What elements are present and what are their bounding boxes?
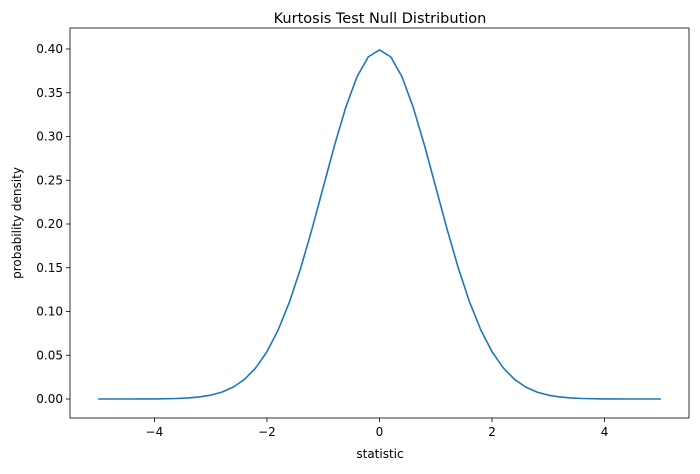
y-tick-label: 0.30 <box>36 130 63 144</box>
axes-frame <box>69 27 690 419</box>
x-tick-label: 0 <box>376 425 384 439</box>
y-tick-label: 0.15 <box>36 261 63 275</box>
y-tick-label: 0.05 <box>36 348 63 362</box>
y-tick-label: 0.35 <box>36 86 63 100</box>
x-tick-label: 4 <box>601 425 609 439</box>
x-tick-label: 2 <box>488 425 496 439</box>
y-tick-label: 0.40 <box>36 42 63 56</box>
y-tick-label: 0.00 <box>36 392 63 406</box>
x-tick-label: −2 <box>258 425 276 439</box>
y-tick-label: 0.10 <box>36 305 63 319</box>
x-tick-label: −4 <box>146 425 164 439</box>
plot-area: −4 −2 0 2 4 0.00 0.05 0.10 0.15 0.20 0.25 0.30 0.35 0… <box>36 27 690 439</box>
x-axis-label: statistic <box>356 447 403 461</box>
chart-title: Kurtosis Test Null Distribution <box>274 11 487 27</box>
y-axis-label: probability density <box>10 167 24 279</box>
y-tick-label: 0.20 <box>36 217 63 231</box>
y-tick-label: 0.25 <box>36 173 63 187</box>
series-line <box>98 49 661 400</box>
